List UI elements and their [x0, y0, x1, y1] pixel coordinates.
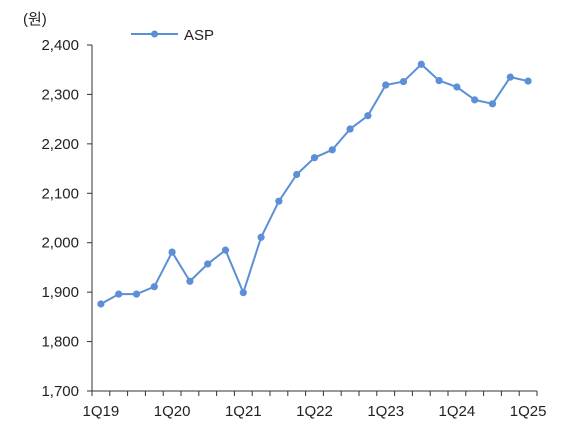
- data-point: [310, 154, 319, 162]
- legend: ASP: [131, 27, 214, 44]
- data-point: [453, 83, 461, 91]
- data-point: [97, 300, 105, 308]
- y-tick-label: 2,300: [41, 86, 79, 103]
- legend-label-asp: ASP: [184, 27, 214, 44]
- x-tick-label: 1Q19: [83, 403, 120, 420]
- data-point: [328, 146, 336, 154]
- data-point: [435, 76, 443, 85]
- data-point: [275, 197, 283, 205]
- y-unit-label: (원): [23, 11, 47, 28]
- x-tick-label: 1Q24: [439, 403, 476, 420]
- y-tick-label: 2,400: [41, 37, 79, 54]
- data-point: [204, 260, 212, 268]
- data-point: [471, 96, 479, 104]
- data-point: [364, 112, 372, 120]
- data-point: [382, 81, 390, 89]
- data-point: [506, 73, 514, 81]
- y-tick-label: 2,100: [41, 185, 79, 202]
- y-tick-label: 1,900: [41, 284, 79, 301]
- legend-marker-sample: [151, 30, 158, 38]
- y-tick-label: 1,800: [41, 334, 79, 351]
- y-tick-label: 2,000: [41, 235, 79, 252]
- data-point: [186, 277, 194, 285]
- x-tick-label: 1Q21: [225, 403, 262, 420]
- data-point: [399, 77, 408, 86]
- data-point: [488, 100, 497, 108]
- x-tick-label: 1Q23: [367, 403, 404, 420]
- x-tick-label: 1Q25: [510, 403, 547, 420]
- data-point: [293, 170, 301, 179]
- plot-area: [97, 60, 532, 308]
- data-point: [150, 283, 158, 291]
- y-tick-label: 2,200: [41, 136, 79, 153]
- data-point: [417, 60, 425, 68]
- data-point: [168, 248, 176, 256]
- data-point: [346, 125, 354, 133]
- x-tick-label: 1Q20: [154, 403, 191, 420]
- data-point: [221, 246, 230, 254]
- series-line-asp: [100, 63, 529, 305]
- data-point: [524, 77, 532, 85]
- y-tick-label: 1,700: [41, 383, 79, 400]
- data-point: [257, 233, 265, 241]
- data-point: [132, 290, 141, 298]
- x-axis: 1Q19 1Q20 1Q21 1Q22 1Q23 1Q24 1Q25: [83, 390, 547, 420]
- x-tick-label: 1Q22: [296, 403, 333, 420]
- data-point: [115, 290, 123, 298]
- data-point: [239, 289, 247, 297]
- y-axis: 1,700 1,800 1,900 2,000 2,100 2,200 2,300 2,400: [41, 37, 93, 400]
